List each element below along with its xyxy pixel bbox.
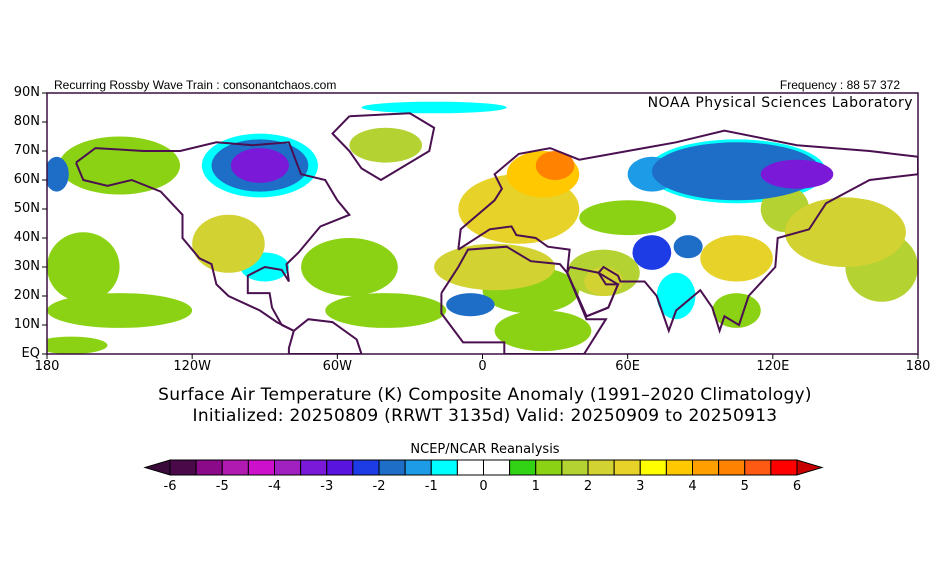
y-tick-label: 50N <box>13 201 40 216</box>
anomaly-region <box>47 232 120 302</box>
colorbar-swatch <box>352 459 380 476</box>
coastline-layer <box>75 112 918 354</box>
coastline-greenland <box>331 112 436 182</box>
colorbar-label: -6 <box>163 479 177 494</box>
colorbar-label: -4 <box>268 479 281 494</box>
coastline-africa <box>440 245 608 354</box>
x-tick-label: 120W <box>173 359 211 374</box>
y-tick-label: 30N <box>13 259 40 274</box>
colorbar-label: 3 <box>636 479 645 494</box>
x-tick-label: 60E <box>615 359 641 374</box>
colorbar-swatch <box>509 459 537 476</box>
colorbar-swatch <box>744 459 772 476</box>
colorbar-swatch <box>430 459 458 476</box>
colorbar-label: 1 <box>531 479 540 494</box>
colorbar-over-arrow <box>796 459 824 476</box>
anomaly-region <box>535 151 575 180</box>
x-tick-label: 0 <box>478 359 487 374</box>
anomaly-region <box>349 127 423 163</box>
colorbar-swatch <box>456 459 484 476</box>
anomaly-region <box>230 148 289 183</box>
coastline-arabia <box>566 266 620 318</box>
anomaly-region <box>47 336 108 354</box>
x-tick-label: 120E <box>756 359 790 374</box>
anomaly-region <box>446 293 495 317</box>
colorbar-label: 2 <box>583 479 593 494</box>
colorbar-swatch <box>300 459 328 476</box>
y-tick-label: 80N <box>13 114 40 129</box>
frequency-label: Frequency : 88 57 372 <box>779 78 900 92</box>
anomaly-region <box>579 200 677 236</box>
colorbar-swatch <box>535 459 563 476</box>
anomaly-region <box>760 159 834 189</box>
colorbar-label: 0 <box>479 479 488 494</box>
anomaly-region <box>361 101 507 114</box>
anomaly-region <box>47 156 69 192</box>
colorbar-swatch <box>639 459 667 476</box>
colorbar-swatch <box>692 459 720 476</box>
coastline-north-america <box>75 141 352 332</box>
y-tick-label: 20N <box>13 288 40 303</box>
y-tick-label: 70N <box>13 143 40 158</box>
colorbar-swatch <box>483 459 511 476</box>
x-tick-label: 180 <box>34 359 60 374</box>
colorbar-swatch <box>221 459 249 476</box>
colorbar-swatch <box>587 459 615 476</box>
colorbar-swatch <box>613 459 641 476</box>
colorbar-swatch <box>274 459 302 476</box>
anomaly-region <box>784 197 906 267</box>
colorbar-swatch <box>195 459 223 476</box>
y-tick-label: 40N <box>13 230 40 245</box>
anomaly-region <box>325 293 447 328</box>
anomaly-fill-layer <box>47 101 918 354</box>
x-tick-label: 60W <box>322 359 353 374</box>
colorbar-swatch <box>378 459 406 476</box>
anomaly-region <box>47 293 193 328</box>
y-tick-label: 90N <box>13 85 40 100</box>
colorbar-label: 5 <box>740 479 749 494</box>
colorbar-swatch <box>404 459 432 476</box>
colorbar-swatch <box>718 459 746 476</box>
chart-title: Surface Air Temperature (K) Composite An… <box>158 385 812 405</box>
colorbar-swatch <box>561 459 589 476</box>
anomaly-region <box>656 272 696 320</box>
colorbar-label: -2 <box>372 479 386 494</box>
org-label: NOAA Physical Sciences Laboratory <box>647 95 913 111</box>
y-tick-label: 60N <box>13 172 40 187</box>
anomaly-region <box>700 235 773 282</box>
x-tick-label: 180 <box>905 359 930 374</box>
anomaly-region <box>673 235 703 259</box>
coastline-south-america <box>287 318 363 354</box>
colorbar-label: -5 <box>215 479 229 494</box>
anomaly-region <box>632 235 672 270</box>
colorbar-label: -3 <box>320 479 334 494</box>
colorbar-swatch <box>665 459 693 476</box>
anomaly-region <box>434 243 556 291</box>
y-tick-label: EQ <box>21 346 40 361</box>
colorbar-swatch <box>326 459 354 476</box>
colorbar-label: 6 <box>792 479 802 494</box>
colorbar-label: 4 <box>688 479 697 494</box>
y-tick-label: 10N <box>13 317 40 332</box>
anomaly-region <box>301 238 398 296</box>
colorbar-label: -1 <box>424 479 438 494</box>
colorbar-title: NCEP/NCAR Reanalysis <box>410 442 560 457</box>
anomaly-region <box>494 310 592 352</box>
anomaly-region <box>192 214 265 273</box>
colorbar-swatch <box>247 459 275 476</box>
colorbar-under-arrow <box>143 459 171 476</box>
axis-ticks <box>42 92 919 359</box>
colorbar <box>143 459 824 476</box>
chart-subtitle: Initialized: 20250809 (RRWT 3135d) Valid… <box>192 406 778 426</box>
colorbar-swatch <box>770 459 798 476</box>
source-label: Recurring Rossby Wave Train : consonantc… <box>54 78 337 92</box>
colorbar-swatch <box>169 459 197 476</box>
